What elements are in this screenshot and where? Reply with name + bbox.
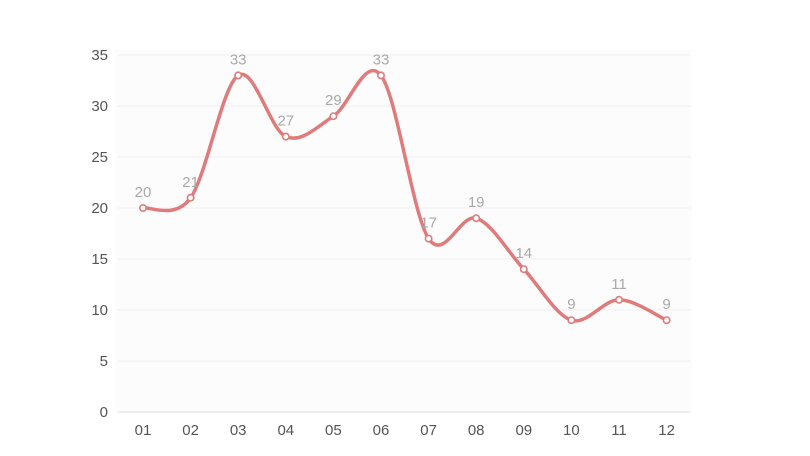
y-tick-label: 0 [100, 404, 108, 421]
data-label: 9 [662, 296, 670, 313]
data-point[interactable] [376, 71, 385, 80]
data-label: 33 [230, 51, 247, 68]
x-tick-label: 01 [135, 422, 152, 439]
x-tick-label: 06 [373, 422, 390, 439]
data-point[interactable] [519, 265, 528, 274]
x-axis-ticks: 01 02 03 04 05 06 07 08 09 10 11 12 [135, 422, 675, 439]
x-tick-label: 08 [468, 422, 485, 439]
x-tick-label: 03 [230, 422, 247, 439]
data-point[interactable] [662, 316, 671, 325]
y-tick-label: 5 [100, 353, 108, 370]
y-axis-ticks: 0 5 10 15 20 25 30 35 [91, 47, 108, 421]
data-label: 29 [325, 92, 342, 109]
data-label: 11 [611, 276, 627, 293]
data-label: 21 [182, 174, 199, 191]
x-tick-label: 12 [658, 422, 675, 439]
y-tick-label: 20 [91, 200, 108, 217]
data-label: 17 [420, 215, 437, 232]
x-tick-label: 09 [515, 422, 532, 439]
data-labels: 20 21 33 27 29 33 17 19 14 9 11 9 [135, 51, 671, 313]
data-point[interactable] [472, 214, 481, 223]
data-label: 14 [515, 245, 532, 262]
x-tick-label: 04 [277, 422, 294, 439]
y-tick-label: 25 [91, 149, 108, 166]
x-tick-label: 11 [611, 422, 627, 439]
data-point[interactable] [186, 193, 195, 202]
data-point[interactable] [139, 204, 148, 213]
y-tick-label: 10 [91, 302, 108, 319]
data-label: 19 [468, 194, 485, 211]
x-tick-label: 02 [182, 422, 199, 439]
data-point[interactable] [234, 71, 243, 80]
y-tick-label: 30 [91, 98, 108, 115]
y-tick-label: 15 [91, 251, 108, 268]
x-tick-label: 10 [563, 422, 580, 439]
data-label: 27 [277, 113, 294, 130]
x-tick-label: 07 [420, 422, 437, 439]
data-points [139, 71, 671, 325]
y-tick-label: 35 [91, 47, 108, 64]
data-point[interactable] [281, 132, 290, 141]
data-point[interactable] [614, 295, 623, 304]
data-point[interactable] [329, 112, 338, 121]
data-label: 20 [135, 184, 152, 201]
data-point[interactable] [567, 316, 576, 325]
data-label: 33 [373, 51, 390, 68]
data-label: 9 [567, 296, 575, 313]
plot-area [115, 50, 692, 414]
x-tick-label: 05 [325, 422, 342, 439]
data-point[interactable] [424, 234, 433, 243]
